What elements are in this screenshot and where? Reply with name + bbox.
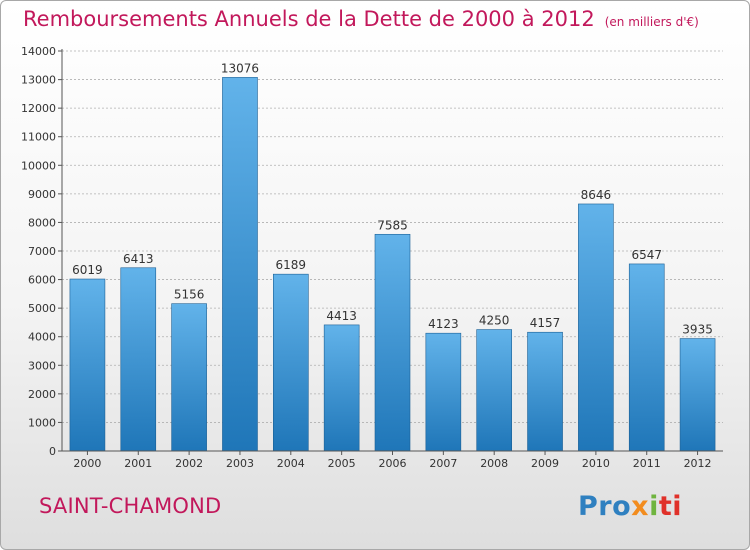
logo-part-i: i: [649, 491, 659, 522]
bar-2008: [476, 329, 512, 452]
y-tick-label: 1000: [28, 416, 56, 429]
logo-part-ti: ti: [658, 491, 683, 522]
x-tick-label: 2004: [277, 457, 305, 470]
bar-2005: [323, 324, 360, 452]
value-label: 4157: [530, 316, 561, 330]
y-tick-label: 5000: [28, 302, 56, 315]
y-tick-label: 11000: [21, 131, 56, 144]
value-label: 6547: [631, 248, 662, 262]
bar-2007: [425, 332, 462, 452]
title-text: Remboursements Annuels de la Dette de 20…: [23, 7, 595, 31]
value-label: 6189: [276, 258, 307, 272]
bar-2004: [273, 273, 309, 452]
value-label: 3935: [682, 323, 713, 337]
y-tick-label: 4000: [28, 331, 56, 344]
value-label: 4250: [479, 314, 510, 328]
labels: 0 1000 2000 3000 4000 5000 6000 7000 8000 9000 100…: [21, 45, 713, 470]
y-tick-label: 9000: [28, 188, 56, 201]
logo-part-pro: Pro: [578, 491, 632, 522]
x-tick-label: 2000: [73, 457, 101, 470]
value-label: 6413: [123, 252, 154, 266]
x-tick-label: 2009: [531, 457, 559, 470]
value-label: 8646: [581, 188, 612, 202]
y-tick-label: 12000: [21, 102, 56, 115]
y-tick-label: 13000: [21, 74, 56, 87]
bar-2002: [171, 303, 207, 452]
x-tick-label: 2011: [633, 457, 661, 470]
y-tick-label: 7000: [28, 245, 56, 258]
axes: [58, 49, 723, 455]
x-tick-label: 2010: [582, 457, 610, 470]
y-tick-label: 2000: [28, 388, 56, 401]
bar-2000: [69, 278, 106, 452]
value-label: 7585: [377, 218, 408, 232]
y-tick-label: 10000: [21, 159, 56, 172]
value-label: 6019: [72, 263, 103, 277]
unit-label: (en milliers d'€): [604, 15, 699, 29]
x-tick-label: 2007: [429, 457, 457, 470]
y-tick-label: 3000: [28, 359, 56, 372]
y-tick-label: 8000: [28, 216, 56, 229]
proxiti-logo: Proxiti: [578, 491, 682, 522]
bar-2001: [120, 267, 157, 452]
x-tick-label: 2002: [175, 457, 203, 470]
value-label: 13076: [221, 61, 259, 75]
city-name: SAINT-CHAMOND: [39, 494, 222, 518]
chart-title: Remboursements Annuels de la Dette de 20…: [23, 7, 699, 31]
bar-2011: [628, 263, 665, 452]
x-tick-label: 2001: [124, 457, 152, 470]
x-tick-label: 2005: [328, 457, 356, 470]
x-tick-label: 2008: [480, 457, 508, 470]
x-tick-label: 2006: [379, 457, 407, 470]
logo-part-x: x: [631, 491, 650, 522]
bar-2006: [374, 233, 411, 452]
y-tick-label: 14000: [21, 45, 56, 58]
value-label: 4123: [428, 317, 459, 331]
x-tick-label: 2012: [684, 457, 712, 470]
x-tick-label: 2003: [226, 457, 254, 470]
bar-2009: [527, 331, 563, 452]
bar-2010: [578, 203, 614, 452]
value-label: 4413: [326, 309, 357, 323]
bar-2012: [679, 338, 716, 452]
y-tick-label: 6000: [28, 274, 56, 287]
bar-2003: [222, 77, 258, 452]
value-label: 5156: [174, 288, 205, 302]
bars: [69, 77, 716, 452]
y-tick-label: 0: [49, 445, 56, 458]
